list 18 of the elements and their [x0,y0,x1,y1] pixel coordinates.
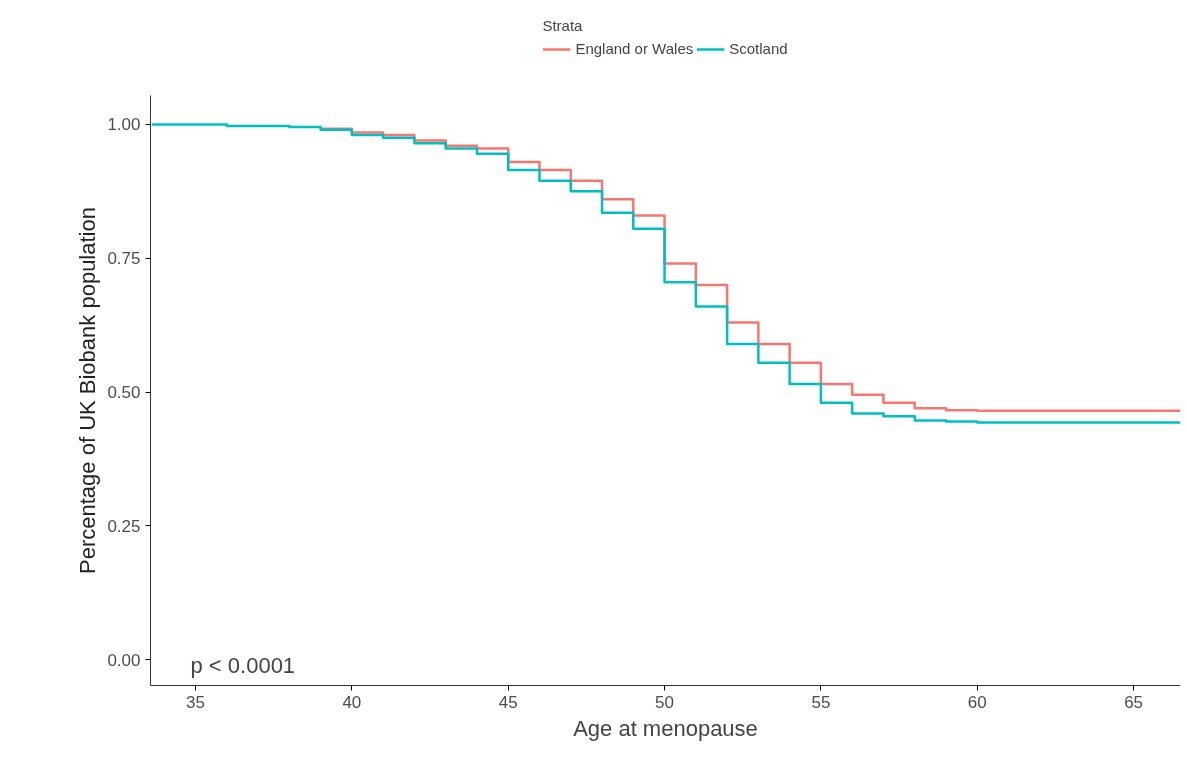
x-tick-label: 65 [1124,692,1144,712]
x-tick-label: 60 [967,692,987,712]
y-tick-label: 0.00 [107,650,141,670]
x-tick-label: 45 [498,692,518,712]
annotation: p < 0.0001 [190,652,296,678]
legend-title: Strata [542,16,584,34]
x-axis-title: Age at menopause [573,715,758,741]
y-axis-title: Percentage of UK Biobank population [74,207,100,574]
x-tick-label: 55 [811,692,831,712]
y-tick-label: 0.25 [107,516,141,536]
x-tick-label: 50 [655,692,675,712]
legend-label: Scotland [729,40,788,57]
x-tick-label: 35 [186,692,205,712]
x-tick-label: 40 [342,692,362,712]
y-tick-label: 0.50 [107,383,141,403]
y-tick-label: 1.00 [107,115,141,135]
y-tick-label: 0.75 [107,249,141,269]
legend-label: England or Wales [575,40,694,57]
